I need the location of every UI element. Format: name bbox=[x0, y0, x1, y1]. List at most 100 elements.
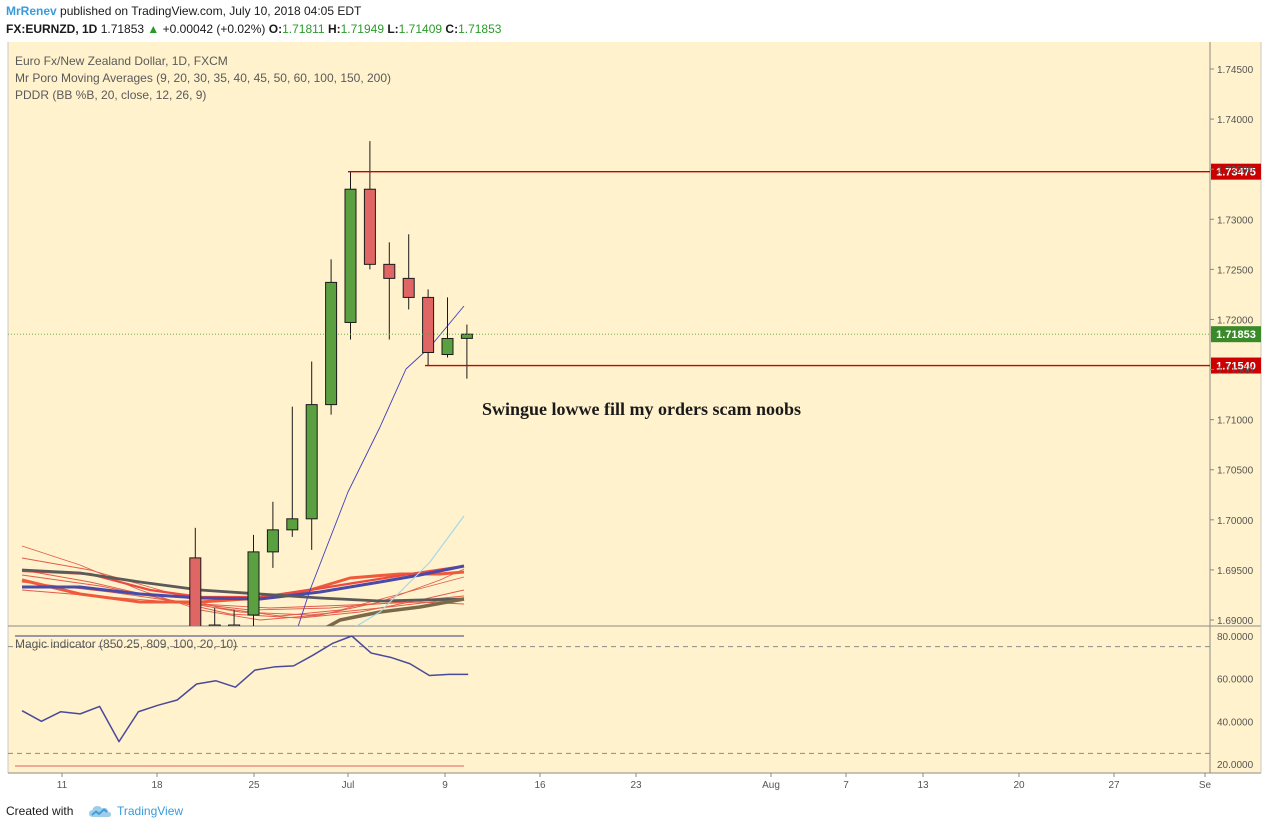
level-tag bbox=[1211, 357, 1261, 374]
horizontal-levels: 1.73475 1.71540 1.71853 bbox=[8, 163, 1261, 374]
published-text: published on TradingView.com, July 10, 2… bbox=[60, 4, 362, 18]
low-label: L: bbox=[387, 22, 399, 36]
chart-area[interactable]: 1.73475 1.71540 1.71853 1.74500 1.74000 1.73… bbox=[0, 42, 1269, 795]
moving-average-line-1 bbox=[21, 545, 465, 621]
last-price-tag bbox=[1211, 326, 1261, 343]
chart-background bbox=[8, 42, 1261, 773]
candle-body bbox=[228, 624, 241, 626]
footer: Created with TradingView bbox=[0, 795, 1269, 829]
open-value: 1.71811 bbox=[282, 22, 325, 36]
candle-body bbox=[383, 263, 396, 279]
candle-body bbox=[460, 333, 473, 339]
candle-body bbox=[441, 337, 454, 356]
price-tick-label: 1.71000 bbox=[1217, 416, 1254, 427]
candle bbox=[208, 607, 221, 626]
time-tick-label: 9 bbox=[442, 780, 448, 791]
close-value: 1.71853 bbox=[458, 22, 502, 36]
last-price: 1.71853 bbox=[100, 22, 145, 36]
candle bbox=[460, 324, 473, 379]
moving-average-line-8 bbox=[21, 564, 465, 599]
last-price-tag-label: 1.71853 bbox=[1216, 329, 1256, 341]
price-tick-label: 1.69500 bbox=[1217, 566, 1254, 577]
time-tick-label: 11 bbox=[57, 780, 68, 791]
created-with-text: Created with bbox=[6, 804, 74, 818]
time-tick-label: 7 bbox=[843, 780, 849, 791]
candle-body bbox=[402, 277, 415, 298]
price-axis: 1.74500 1.74000 1.73500 1.73000 1.72500 1.720… bbox=[1210, 65, 1254, 771]
candle-body bbox=[266, 529, 279, 553]
candle bbox=[266, 501, 279, 568]
tradingview-brand[interactable]: TradingView bbox=[117, 804, 184, 818]
close-label: C: bbox=[445, 22, 459, 36]
candle-body bbox=[189, 557, 202, 626]
price-tick-label: 1.69000 bbox=[1217, 616, 1254, 627]
price-tick-label: 1.74500 bbox=[1217, 65, 1254, 76]
candle bbox=[363, 141, 376, 270]
candle bbox=[247, 534, 260, 626]
time-tick-label: 16 bbox=[534, 780, 546, 791]
time-tick-label: 25 bbox=[248, 780, 260, 791]
time-tick-label: Jul bbox=[342, 780, 355, 791]
candle bbox=[325, 259, 338, 415]
indicator-tick-label: 20.0000 bbox=[1217, 760, 1254, 771]
price-tick-label: 1.70000 bbox=[1217, 516, 1254, 527]
legend-moving-averages: Mr Poro Moving Averages (9, 20, 30, 35, … bbox=[15, 71, 391, 85]
candle-body bbox=[344, 188, 357, 323]
price-change: +0.00042 (+0.02%) bbox=[162, 22, 266, 36]
high-value: 1.71949 bbox=[340, 22, 384, 36]
candle-body bbox=[422, 296, 435, 354]
time-tick-label: 18 bbox=[151, 780, 163, 791]
candle bbox=[441, 297, 454, 358]
price-tick-label: 1.71500 bbox=[1217, 366, 1254, 377]
candle-body bbox=[325, 281, 338, 406]
time-axis: 11 18 25 Jul 9 16 23 Aug 7 13 20 27 Se bbox=[57, 773, 1212, 791]
candle bbox=[286, 406, 299, 537]
moving-average-line-10 bbox=[21, 568, 465, 603]
candle bbox=[189, 527, 202, 626]
price-tick-label: 1.72500 bbox=[1217, 265, 1254, 276]
indicator-legend: Magic indicator (850.25, 809, 100, 20, 1… bbox=[15, 637, 237, 651]
indicator-pane bbox=[8, 635, 1210, 767]
author-link[interactable]: MrRenev bbox=[6, 4, 57, 18]
indicator-tick-label: 60.0000 bbox=[1217, 675, 1254, 686]
symbol-name: FX:EURNZD, 1D bbox=[6, 22, 98, 36]
price-tick-label: 1.72000 bbox=[1217, 315, 1254, 326]
time-tick-label: 23 bbox=[630, 780, 642, 791]
candle-body bbox=[363, 188, 376, 265]
high-label: H: bbox=[327, 22, 341, 36]
candle bbox=[383, 242, 396, 340]
time-tick-label: 27 bbox=[1108, 780, 1120, 791]
candle bbox=[402, 234, 415, 310]
candle bbox=[228, 609, 241, 626]
level-tag-label: 1.73475 bbox=[1216, 167, 1256, 179]
publication-header: MrRenev published on TradingView.com, Ju… bbox=[0, 0, 1269, 42]
level-tag-label: 1.71540 bbox=[1216, 361, 1256, 373]
price-tick-label: 1.73000 bbox=[1217, 215, 1254, 226]
price-tick-label: 1.74000 bbox=[1217, 115, 1254, 126]
candle-body bbox=[286, 518, 299, 531]
annotation-text: Swingue lowwe fill my orders scam noobs bbox=[482, 399, 801, 419]
moving-average-line-4 bbox=[21, 574, 465, 616]
candle bbox=[305, 361, 318, 550]
indicator-tick-label: 40.0000 bbox=[1217, 717, 1254, 728]
time-tick-label: Se bbox=[1199, 780, 1212, 791]
time-tick-label: Aug bbox=[762, 780, 780, 791]
candle-body bbox=[247, 551, 260, 616]
legend-pddr: PDDR (BB %B, 20, close, 12, 26, 9) bbox=[15, 88, 206, 102]
price-tick-label: 1.73500 bbox=[1217, 165, 1254, 176]
candle-body bbox=[208, 624, 221, 626]
moving-average-line-9 bbox=[22, 564, 465, 601]
indicator-tick-label: 80.0000 bbox=[1217, 632, 1254, 643]
time-tick-label: 13 bbox=[917, 780, 929, 791]
candle-body bbox=[305, 404, 318, 520]
moving-average-line-12 bbox=[355, 515, 465, 626]
candle bbox=[344, 172, 357, 340]
low-value: 1.71409 bbox=[398, 22, 443, 36]
indicator-line bbox=[21, 635, 469, 743]
up-arrow-icon: ▲ bbox=[147, 22, 160, 36]
tradingview-cloud-icon bbox=[89, 806, 111, 817]
publication-info: MrRenev published on TradingView.com, Ju… bbox=[6, 4, 361, 18]
candle bbox=[422, 289, 435, 366]
candles bbox=[189, 141, 473, 626]
time-tick-label: 20 bbox=[1013, 780, 1025, 791]
